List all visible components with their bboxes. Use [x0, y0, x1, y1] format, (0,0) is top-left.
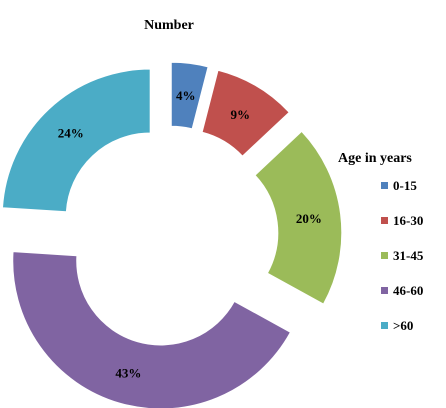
legend-swatch-31-45 — [381, 252, 388, 259]
legend-swatch->60 — [381, 322, 388, 329]
slice-0-15 — [170, 61, 209, 130]
donut-slices — [1, 61, 343, 408]
legend-swatch-46-60 — [381, 287, 388, 294]
chart-title: Number — [144, 18, 194, 33]
slice-31-45 — [254, 130, 343, 305]
legend: Age in years 0-15 16-30 31-45 46-60 >60 — [338, 151, 424, 333]
slice->60 — [1, 68, 151, 213]
slice-label-31-45: 20% — [296, 211, 322, 226]
legend-label->60: >60 — [393, 318, 413, 333]
legend-label-31-45: 31-45 — [393, 248, 424, 263]
legend-label-0-15: 0-15 — [393, 178, 417, 193]
legend-label-46-60: 46-60 — [393, 283, 423, 298]
legend-swatch-16-30 — [381, 217, 388, 224]
legend-title: Age in years — [338, 151, 412, 166]
slice-label-16-30: 9% — [231, 107, 251, 122]
legend-label-16-30: 16-30 — [393, 213, 423, 228]
legend-swatch-0-15 — [381, 182, 388, 189]
slice-label-46-60: 43% — [115, 365, 141, 380]
slice-16-30 — [201, 69, 290, 157]
slice-46-60 — [12, 251, 292, 408]
slice-label->60: 24% — [58, 125, 84, 140]
slice-labels: 4% 9% 20% 43% 24% — [58, 88, 322, 380]
slice-label-0-15: 4% — [176, 88, 196, 103]
